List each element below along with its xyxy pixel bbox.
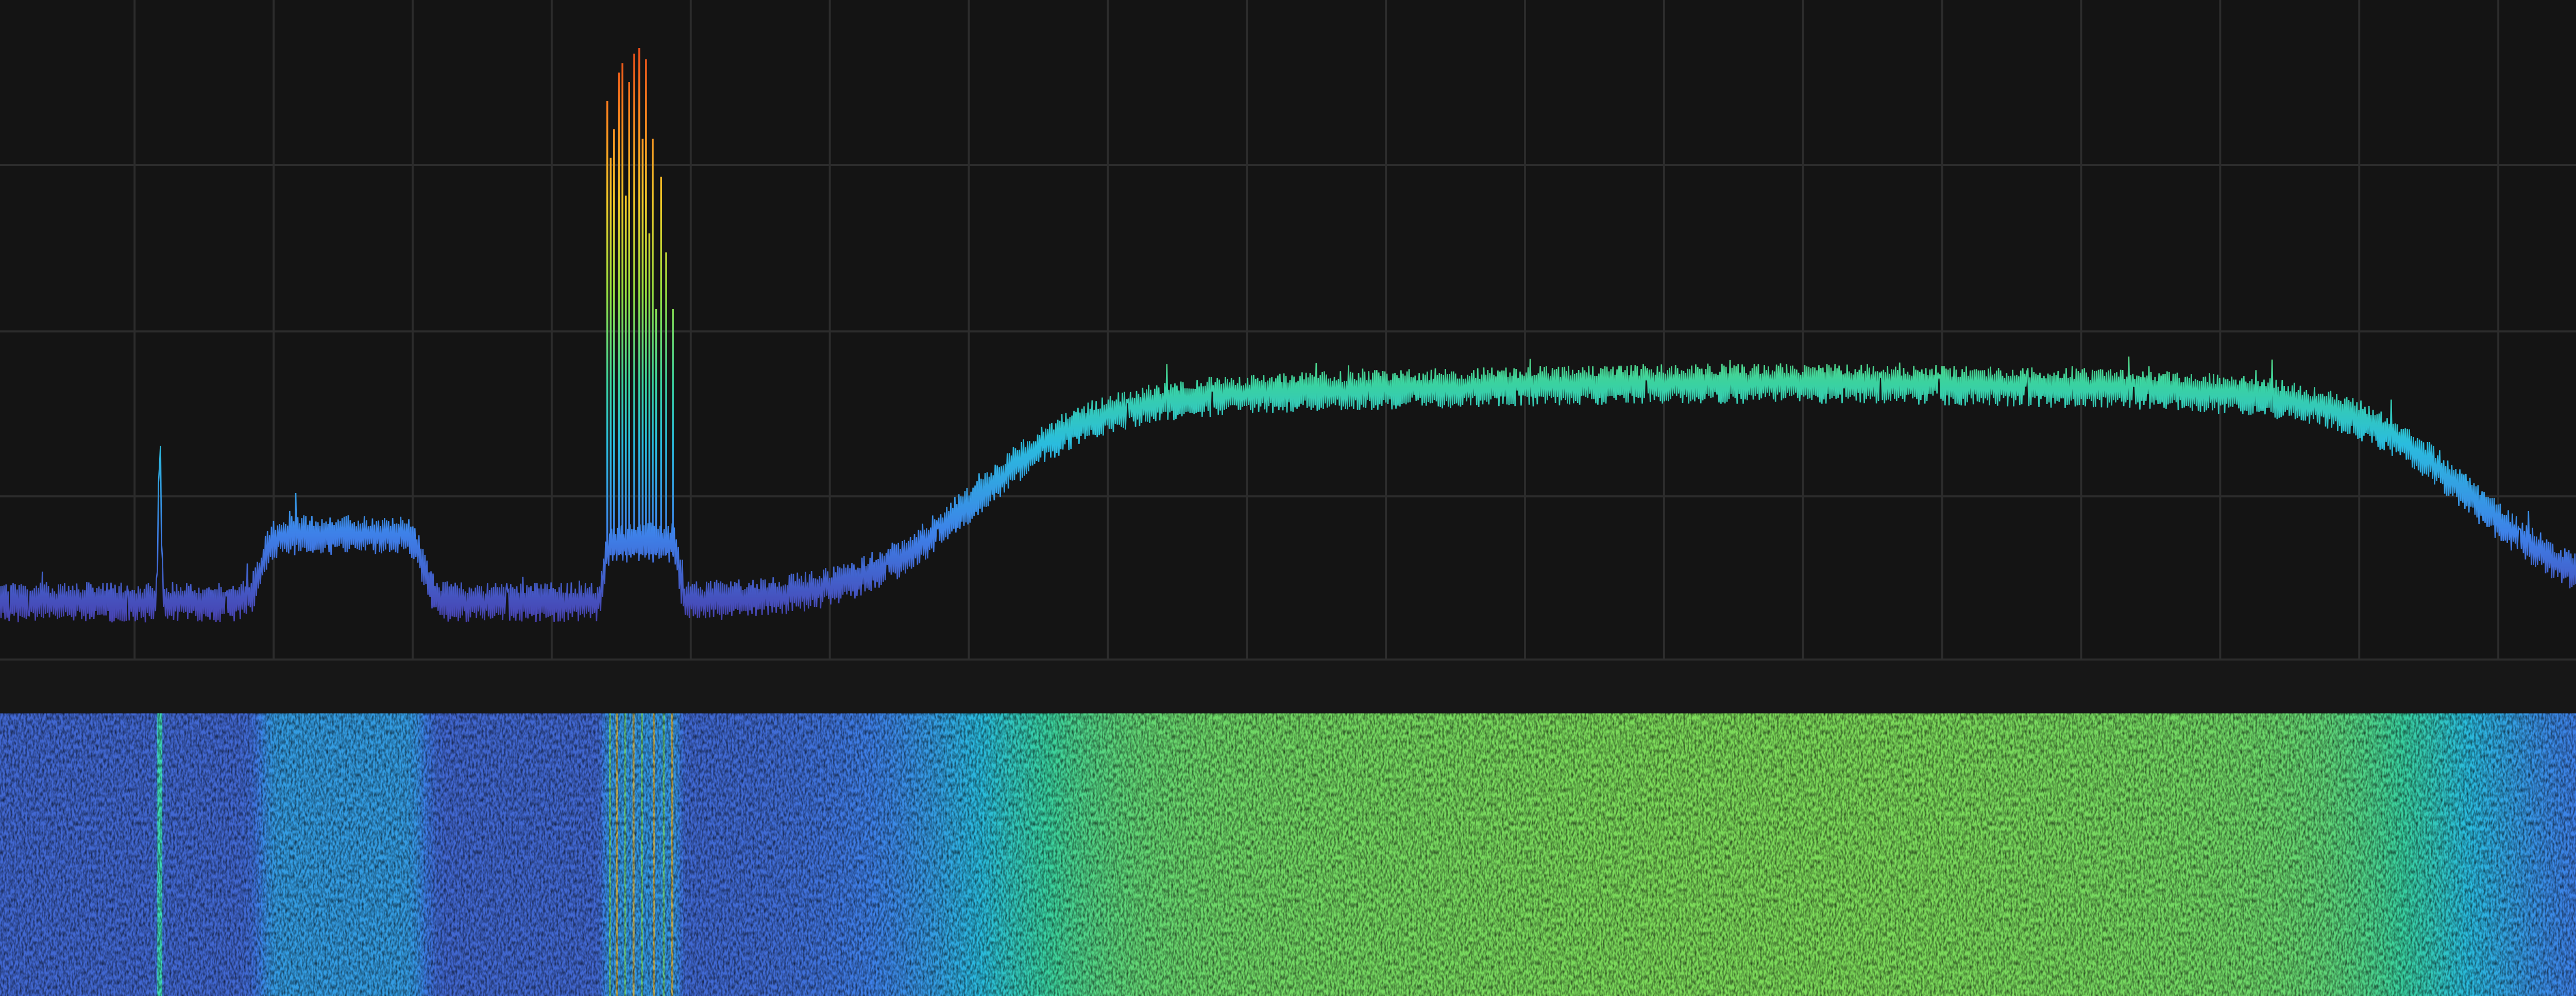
grid	[0, 0, 2576, 661]
spectrum-panel	[0, 0, 2576, 660]
divider	[0, 659, 2576, 714]
spectrum-trace	[0, 48, 2576, 622]
waterfall-grain	[0, 713, 2576, 996]
spectrum-band	[0, 356, 2576, 622]
